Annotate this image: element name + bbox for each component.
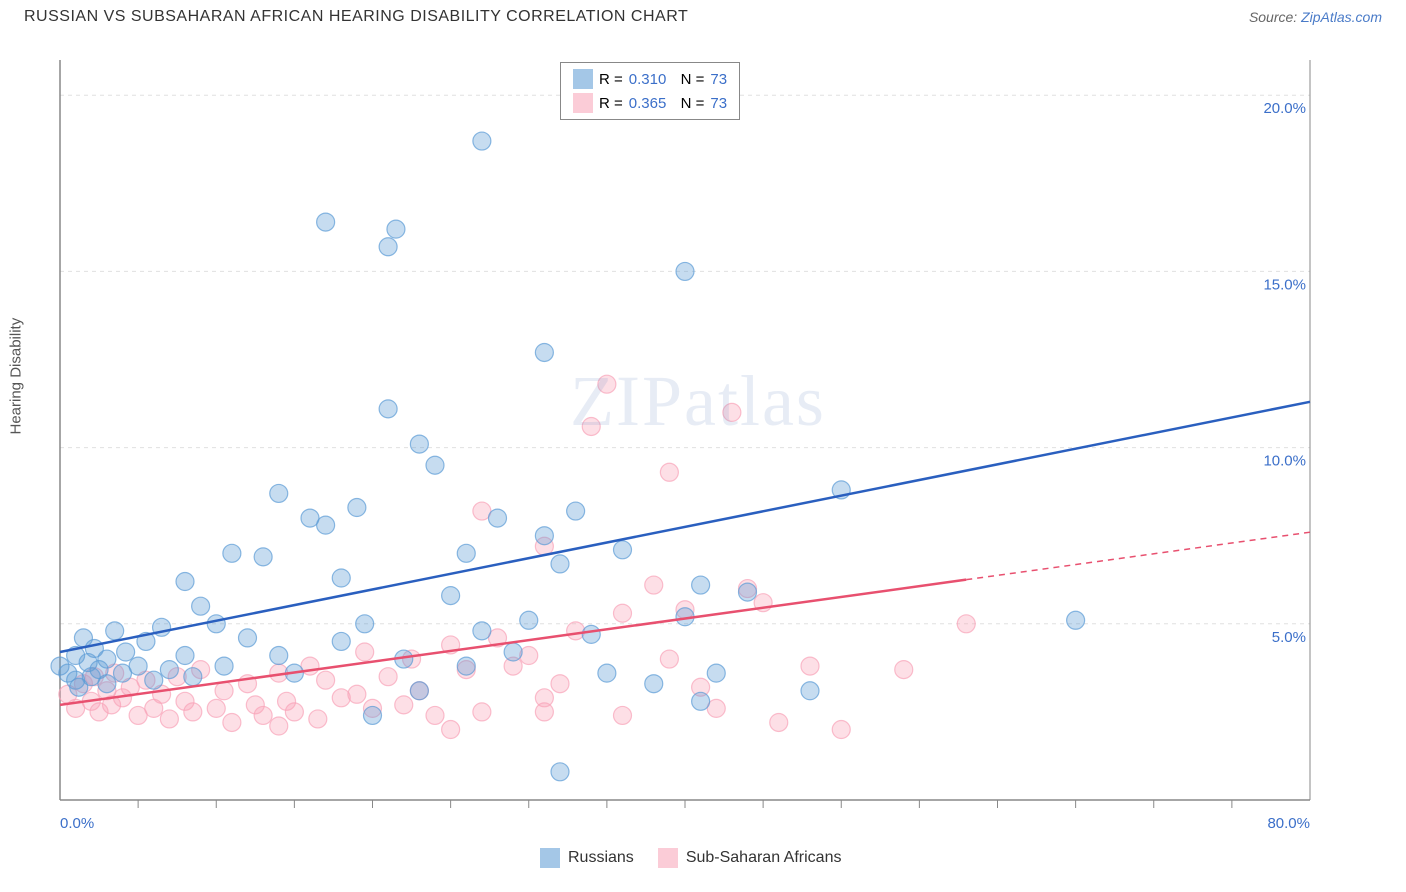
svg-text:80.0%: 80.0% (1267, 815, 1310, 830)
legend-series-item: Russians (540, 848, 634, 868)
chart-title: RUSSIAN VS SUBSAHARAN AFRICAN HEARING DI… (24, 8, 688, 26)
legend-swatch (540, 848, 560, 868)
legend-stats: R = 0.310 N = 73 R = 0.365 N = 73 (560, 62, 740, 120)
legend-series-label: Sub-Saharan Africans (686, 849, 842, 867)
legend-stat-row: R = 0.365 N = 73 (569, 91, 731, 115)
scatter-chart: 5.0% 10.0% 15.0% 20.0% 0.0% 80.0% (20, 40, 1320, 830)
svg-text:10.0%: 10.0% (1263, 453, 1306, 470)
svg-text:15.0%: 15.0% (1263, 276, 1306, 293)
legend-swatch (573, 93, 593, 113)
y-axis-label: Hearing Disability (8, 318, 25, 435)
legend-swatch (658, 848, 678, 868)
source-link[interactable]: ZipAtlas.com (1301, 9, 1382, 25)
legend-series: Russians Sub-Saharan Africans (540, 848, 841, 868)
svg-text:5.0%: 5.0% (1272, 629, 1306, 646)
legend-series-item: Sub-Saharan Africans (658, 848, 842, 868)
svg-text:20.0%: 20.0% (1263, 100, 1306, 117)
legend-swatch (573, 69, 593, 89)
source-attribution: Source: ZipAtlas.com (1249, 9, 1382, 25)
legend-series-label: Russians (568, 849, 634, 867)
svg-text:0.0%: 0.0% (60, 815, 94, 830)
chart-container: Hearing Disability 5.0%10.0%15.0%20.0%0.… (20, 40, 1386, 872)
legend-stat-row: R = 0.310 N = 73 (569, 67, 731, 91)
